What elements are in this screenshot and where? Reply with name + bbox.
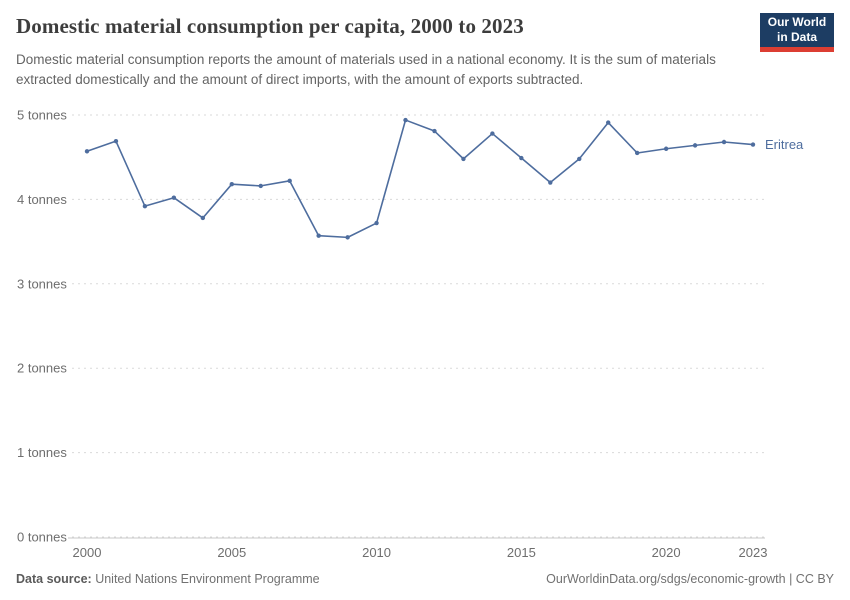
credit-link[interactable]: OurWorldinData.org/sdgs/economic-growth …: [546, 572, 834, 586]
data-point: [316, 233, 321, 238]
x-tick-label: 2023: [739, 545, 768, 560]
x-tick-label: 2020: [652, 545, 681, 560]
x-tick-label: 2015: [507, 545, 536, 560]
data-point: [461, 156, 466, 162]
chart-footer: Data source: United Nations Environment …: [16, 572, 834, 586]
data-point: [432, 128, 437, 134]
data-point: [403, 117, 408, 123]
x-tick-label: 2010: [362, 545, 391, 560]
chart-subtitle: Domestic material consumption reports th…: [16, 52, 716, 88]
series-line: [86, 119, 754, 239]
owid-logo: Our World in Data: [760, 13, 834, 52]
data-point: [490, 131, 495, 136]
data-point: [577, 156, 582, 162]
owid-logo-line1: Our World: [767, 15, 827, 29]
y-tick-label: 5 tonnes: [17, 108, 67, 123]
y-tick-label: 3 tonnes: [17, 276, 67, 291]
data-point: [171, 195, 177, 200]
data-source: Data source: United Nations Environment …: [16, 572, 320, 586]
owid-logo-line2: in Data: [776, 30, 817, 44]
data-point: [287, 178, 292, 184]
data-point: [634, 150, 640, 156]
data-point: [692, 143, 698, 148]
data-point: [258, 183, 263, 189]
data-point: [229, 182, 234, 187]
data-point: [113, 138, 119, 144]
data-point: [519, 155, 524, 161]
y-tick-label: 0 tonnes: [17, 530, 67, 545]
line-chart: 0 tonnes 1 tonnes 2 tonnes 3 tonnes 4 tonnes…: [17, 108, 804, 561]
y-tick-label: 1 tonnes: [17, 445, 67, 460]
data-point: [548, 180, 553, 185]
series-end-label: Eritrea: [765, 137, 804, 152]
data-point: [84, 149, 90, 154]
y-tick-label: 4 tonnes: [17, 192, 67, 207]
data-point: [345, 235, 350, 240]
data-point: [750, 142, 756, 147]
data-point: [663, 146, 669, 151]
data-point: [142, 203, 148, 209]
data-source-value: United Nations Environment Programme: [91, 572, 320, 586]
x-tick-label: 2000: [73, 545, 102, 560]
data-point: [721, 139, 727, 145]
data-point: [200, 215, 206, 221]
data-source-label: Data source:: [16, 572, 92, 586]
data-point: [606, 120, 611, 125]
chart-title: Domestic material consumption per capita…: [16, 14, 524, 38]
y-tick-label: 2 tonnes: [17, 361, 67, 376]
x-tick-label: 2005: [217, 545, 246, 560]
data-point: [374, 220, 379, 226]
